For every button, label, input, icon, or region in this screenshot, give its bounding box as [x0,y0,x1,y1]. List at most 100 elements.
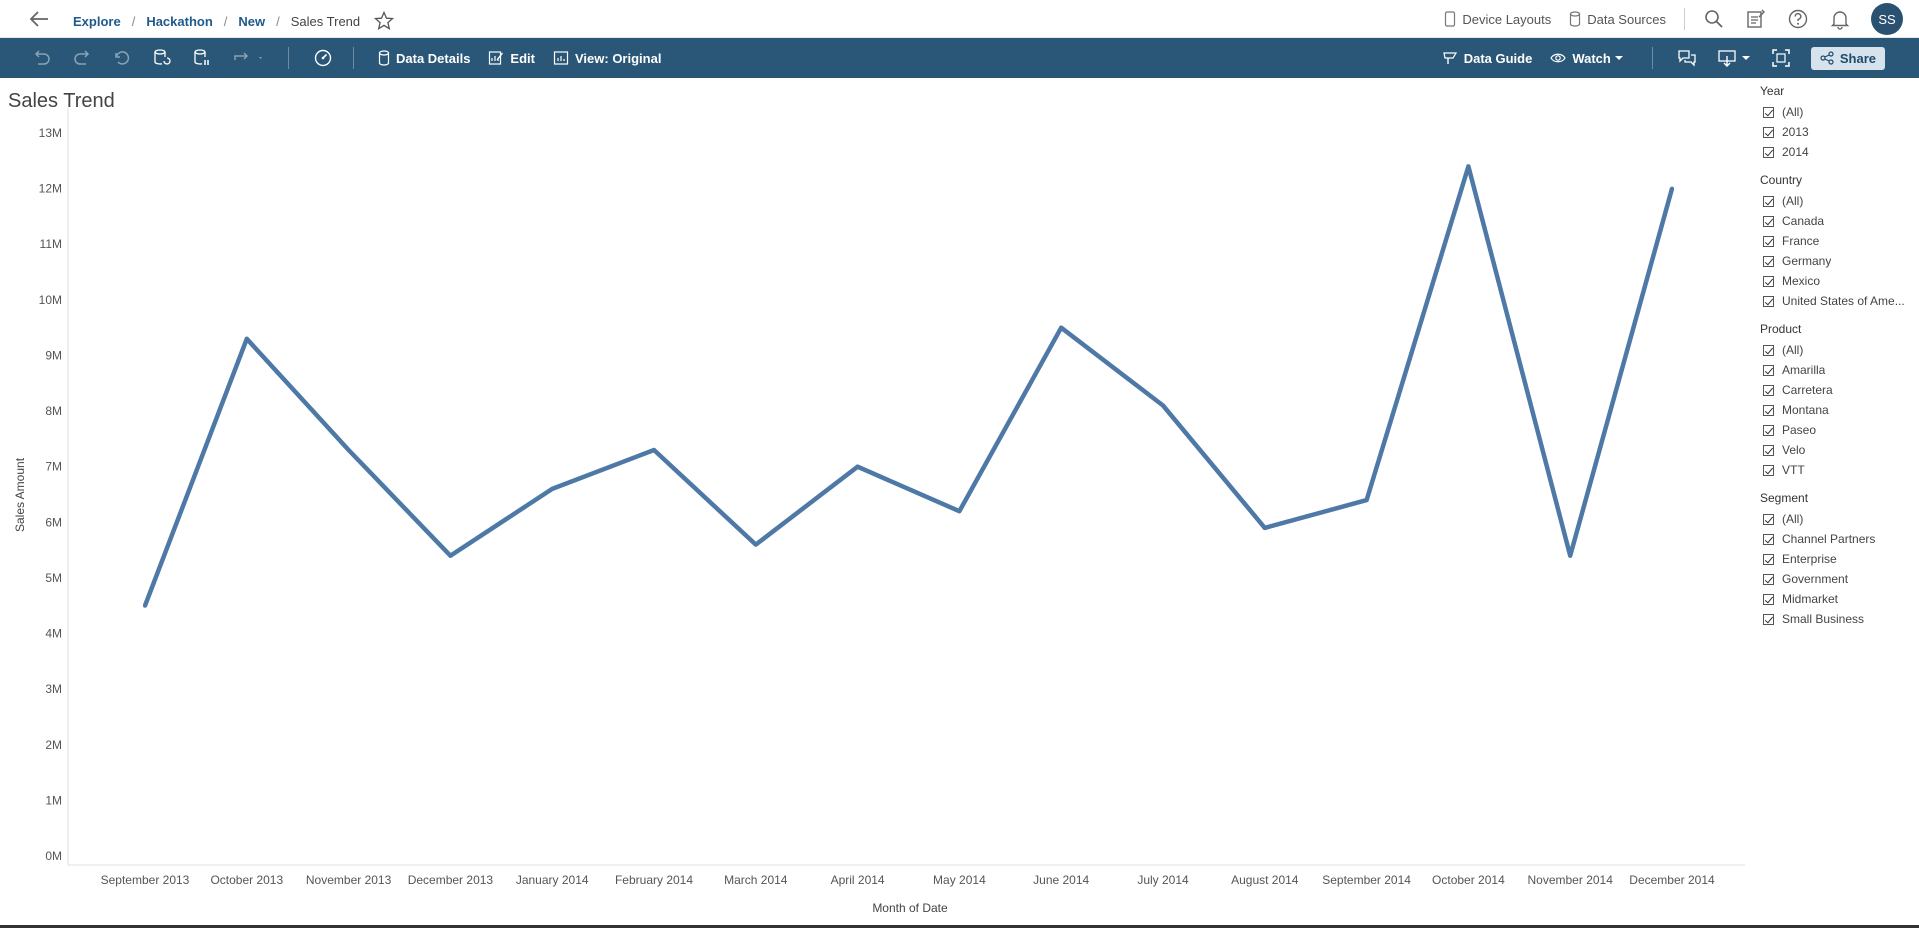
filter-option[interactable]: Germany [1760,251,1919,271]
checkbox-checked-icon[interactable] [1763,215,1774,227]
data-point[interactable] [346,448,351,453]
data-point[interactable] [1670,186,1674,191]
watch-label: Watch [1572,50,1611,66]
data-sources-button[interactable]: Data Sources [1569,11,1666,27]
checkbox-checked-icon[interactable] [1763,344,1774,356]
filter-option[interactable]: Montana [1760,400,1919,420]
x-tick-label: June 2014 [1033,873,1089,887]
checkbox-checked-icon[interactable] [1763,384,1774,396]
checkbox-checked-icon[interactable] [1763,593,1774,605]
filter-option[interactable]: Paseo [1760,420,1919,440]
data-point[interactable] [448,553,453,558]
checkbox-checked-icon[interactable] [1763,195,1774,207]
data-point[interactable] [1466,164,1471,169]
sales-line[interactable] [142,164,1675,607]
data-point[interactable] [1262,525,1267,530]
checkbox-checked-icon[interactable] [1763,513,1774,525]
filter-option[interactable]: Canada [1760,211,1919,231]
revert-icon[interactable] [112,48,132,68]
filter-option[interactable]: Enterprise [1760,549,1919,569]
data-point[interactable] [550,486,555,491]
chevron-down-icon[interactable] [1741,48,1751,68]
checkbox-checked-icon[interactable] [1763,553,1774,565]
data-guide-button[interactable]: Data Guide [1442,50,1532,66]
checkbox-checked-icon[interactable] [1763,255,1774,267]
filter-country: Country (All) Canada France Germany Mexico Uni… [1760,173,1919,311]
watch-button[interactable]: Watch [1550,50,1624,66]
performance-gauge-icon[interactable] [313,48,333,68]
filter-option[interactable]: 2013 [1760,122,1919,142]
filter-option[interactable]: France [1760,231,1919,251]
filter-option[interactable]: United States of Ame... [1760,291,1919,311]
full-screen-icon[interactable] [1771,48,1791,68]
filter-option[interactable]: (All) [1760,340,1919,360]
redo-icon[interactable] [72,48,92,68]
help-icon[interactable] [1787,8,1809,30]
checkbox-checked-icon[interactable] [1763,533,1774,545]
filter-option[interactable]: (All) [1760,102,1919,122]
notification-bell-icon[interactable] [1829,8,1851,30]
checkbox-checked-icon[interactable] [1763,613,1774,625]
breadcrumb-hackathon[interactable]: Hackathon [146,13,213,29]
data-point[interactable] [1161,403,1165,408]
checkbox-checked-icon[interactable] [1763,235,1774,247]
data-point[interactable] [957,509,962,514]
filter-option[interactable]: 2014 [1760,142,1919,162]
data-point[interactable] [1059,325,1064,330]
filter-option-label: Enterprise [1782,552,1837,566]
data-point[interactable] [143,603,147,608]
refresh-data-icon[interactable] [152,48,172,68]
filter-option[interactable]: Velo [1760,440,1919,460]
filter-option-label: Government [1782,572,1849,586]
checkbox-checked-icon[interactable] [1763,424,1774,436]
x-tick-label: September 2013 [101,873,190,887]
sales-series[interactable] [142,164,1675,608]
data-point[interactable] [652,448,656,453]
filter-option[interactable]: Government [1760,569,1919,589]
checkbox-checked-icon[interactable] [1763,295,1774,307]
checkbox-checked-icon[interactable] [1763,404,1774,416]
device-layouts-button[interactable]: Device Layouts [1444,11,1551,27]
user-avatar[interactable]: SS [1871,3,1903,35]
filter-option[interactable]: (All) [1760,191,1919,211]
data-point[interactable] [753,542,758,547]
checkbox-checked-icon[interactable] [1763,573,1774,585]
filter-option[interactable]: (All) [1760,509,1919,529]
filter-option[interactable]: Midmarket [1760,589,1919,609]
back-arrow-icon[interactable] [28,9,50,29]
search-icon[interactable] [1703,8,1725,30]
filter-option[interactable]: Amarilla [1760,360,1919,380]
checkbox-checked-icon[interactable] [1763,126,1774,138]
pause-updates-icon[interactable] [192,48,212,68]
checkbox-checked-icon[interactable] [1763,146,1774,158]
sales-trend-chart[interactable]: 0M 1M 2M 3M 4M 5M 6M 7M 8M 9M 10M 11M 12M 13M Septemb… [0,78,1750,925]
checkbox-checked-icon[interactable] [1763,464,1774,476]
checkbox-checked-icon[interactable] [1763,106,1774,118]
replay-animation-icon[interactable] [232,48,252,68]
breadcrumb-explore[interactable]: Explore [73,13,121,29]
chevron-down-icon[interactable] [258,48,268,68]
edit-notes-icon[interactable] [1745,8,1767,30]
data-point[interactable] [855,464,860,469]
checkbox-checked-icon[interactable] [1763,444,1774,456]
checkbox-checked-icon[interactable] [1763,275,1774,287]
download-icon[interactable] [1717,48,1737,68]
edit-button[interactable]: Edit [488,50,535,66]
favorite-star-icon[interactable] [374,11,395,31]
undo-icon[interactable] [32,48,52,68]
data-details-button[interactable]: Data Details [378,50,470,66]
filter-option[interactable]: Channel Partners [1760,529,1919,549]
filter-option[interactable]: Mexico [1760,271,1919,291]
filter-option[interactable]: Small Business [1760,609,1919,629]
filter-option[interactable]: VTT [1760,460,1919,480]
filter-option-label: Channel Partners [1782,532,1876,546]
data-point[interactable] [244,336,249,341]
share-button[interactable]: Share [1810,46,1885,70]
data-point[interactable] [1568,553,1573,558]
data-point[interactable] [1364,498,1369,503]
filter-option[interactable]: Carretera [1760,380,1919,400]
comments-icon[interactable] [1677,48,1697,68]
breadcrumb-new[interactable]: New [238,13,266,29]
checkbox-checked-icon[interactable] [1763,364,1774,376]
view-original-button[interactable]: View: Original [553,50,661,66]
